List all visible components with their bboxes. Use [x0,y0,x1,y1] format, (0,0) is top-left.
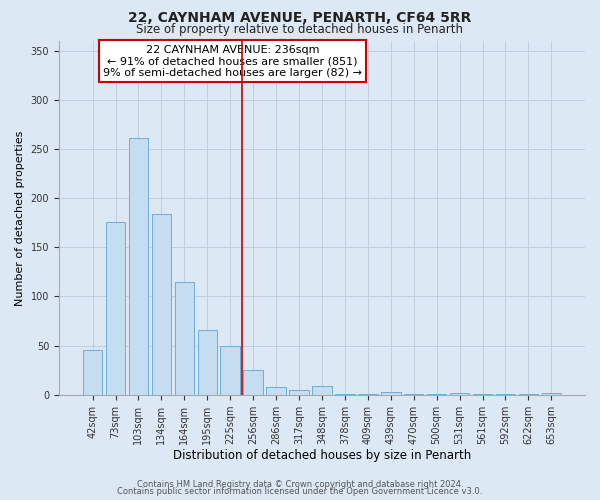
Bar [312,386,332,394]
Bar [450,393,469,394]
Bar [128,138,148,394]
Bar [289,390,309,394]
Text: Size of property relative to detached houses in Penarth: Size of property relative to detached ho… [137,22,464,36]
Text: Contains HM Land Registry data © Crown copyright and database right 2024.: Contains HM Land Registry data © Crown c… [137,480,463,489]
Bar [106,222,125,394]
Bar [152,214,171,394]
Bar [266,387,286,394]
Bar [220,346,240,395]
Y-axis label: Number of detached properties: Number of detached properties [15,130,25,306]
Bar [381,392,401,394]
Bar [244,370,263,394]
Bar [542,393,561,394]
Text: Contains public sector information licensed under the Open Government Licence v3: Contains public sector information licen… [118,487,482,496]
Bar [197,330,217,394]
X-axis label: Distribution of detached houses by size in Penarth: Distribution of detached houses by size … [173,450,471,462]
Bar [175,282,194,395]
Bar [83,350,103,395]
Text: 22, CAYNHAM AVENUE, PENARTH, CF64 5RR: 22, CAYNHAM AVENUE, PENARTH, CF64 5RR [128,12,472,26]
Text: 22 CAYNHAM AVENUE: 236sqm
← 91% of detached houses are smaller (851)
9% of semi-: 22 CAYNHAM AVENUE: 236sqm ← 91% of detac… [103,44,362,78]
